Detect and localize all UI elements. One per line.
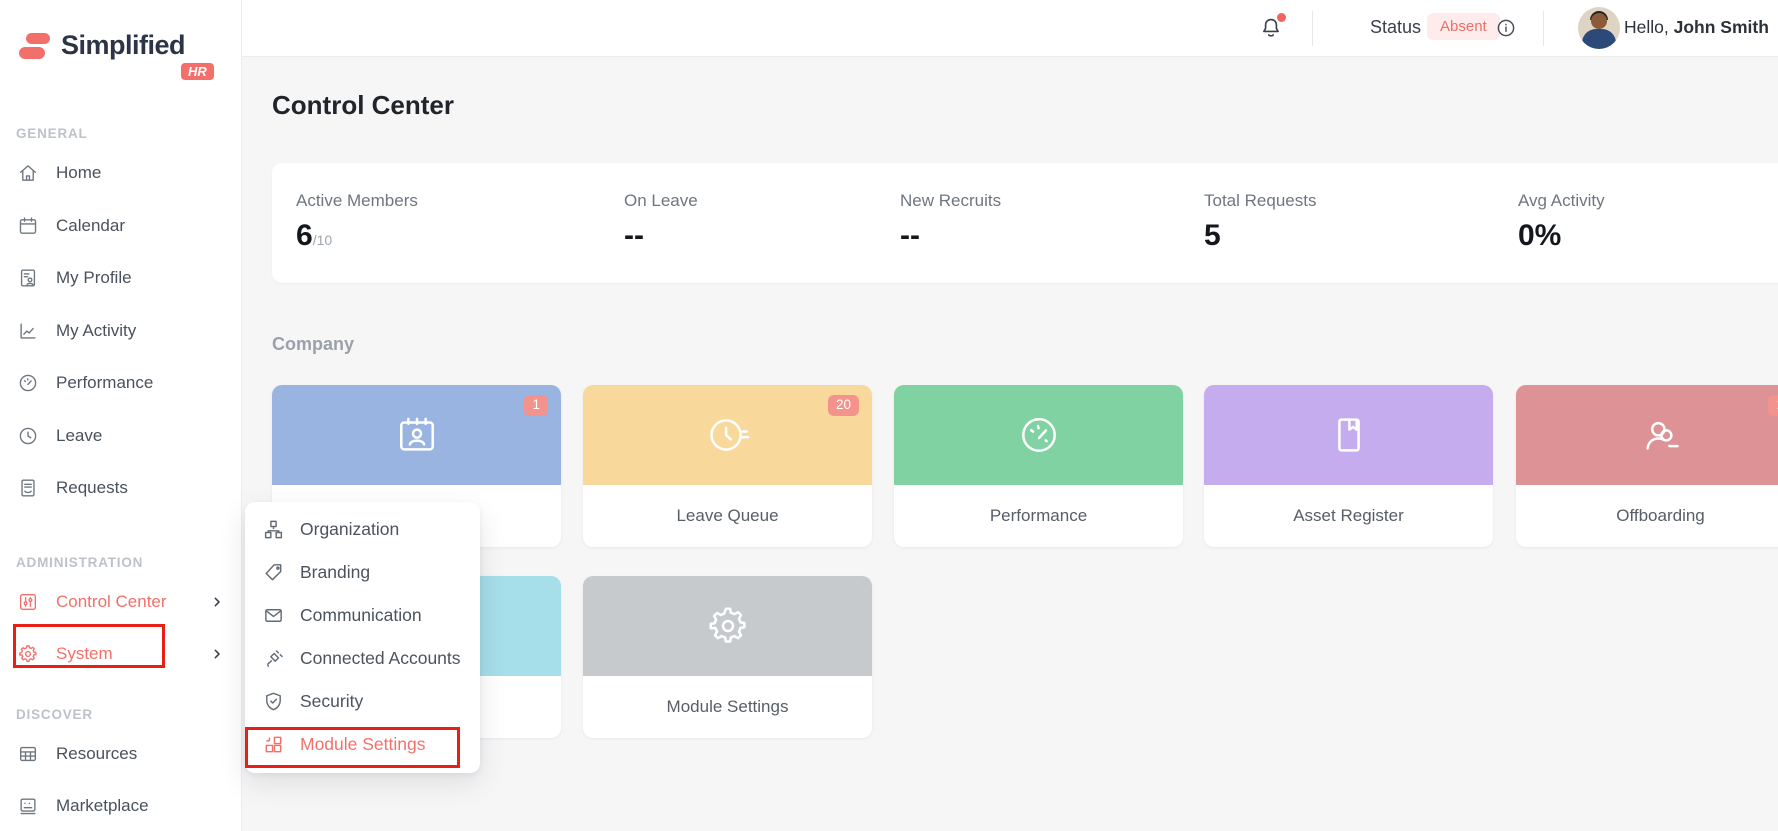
sidebar-item-calendar[interactable]: Calendar [0, 200, 241, 253]
bell-icon [1258, 15, 1288, 41]
sidebar-item-label: Leave [56, 425, 103, 445]
sliders-icon [16, 590, 40, 614]
sidebar-item-label: Marketplace [56, 796, 149, 816]
gauge-icon [16, 371, 40, 395]
sidebar-item-requests[interactable]: Requests [0, 462, 241, 515]
profile-document-icon [16, 266, 40, 290]
menu-item-branding[interactable]: Branding [245, 551, 480, 594]
avatar[interactable] [1578, 7, 1620, 49]
tile-badge: 1 [524, 395, 548, 416]
status-label: Status [1370, 17, 1422, 37]
menu-item-label: Module Settings [300, 734, 426, 754]
gear-icon [16, 642, 40, 666]
tile-label: Module Settings [666, 697, 789, 716]
user-greeting: Hello, John Smith [1624, 17, 1769, 38]
sidebar-item-leave[interactable]: Leave [0, 410, 241, 463]
tag-icon [262, 561, 285, 584]
tile-label: Asset Register [1293, 506, 1404, 525]
tile-label: Offboarding [1616, 506, 1705, 525]
company-tile-offboarding[interactable]: 1 Offboarding [1516, 385, 1778, 547]
menu-item-connected-accounts[interactable]: Connected Accounts [245, 637, 480, 680]
sidebar-item-resources[interactable]: Resources [0, 728, 241, 781]
tile-badge: 20 [827, 395, 859, 416]
home-icon [16, 161, 40, 185]
request-document-icon [16, 476, 40, 500]
chevron-right-icon [209, 646, 225, 662]
sidebar-item-label: Resources [56, 743, 138, 763]
menu-item-label: Branding [300, 562, 371, 582]
calendar-user-icon [394, 412, 440, 458]
tile-label: Performance [989, 506, 1088, 525]
menu-item-organization[interactable]: Organization [245, 508, 480, 551]
system-submenu: Organization Branding Communication Conn… [245, 502, 480, 773]
modules-icon [262, 733, 285, 756]
sidebar-item-my-profile[interactable]: My Profile [0, 252, 241, 305]
topbar: Status Absent Hello, John Smith [242, 0, 1778, 57]
sidebar-item-marketplace[interactable]: Marketplace [0, 780, 241, 831]
divider [1312, 11, 1313, 46]
company-tile-performance[interactable]: Performance [894, 385, 1183, 547]
company-tile-leave-queue[interactable]: 20 Leave Queue [583, 385, 872, 547]
book-bookmark-icon [1326, 412, 1372, 458]
menu-item-module-settings[interactable]: Module Settings [245, 723, 480, 766]
notification-dot [1277, 13, 1286, 22]
gear-icon [705, 603, 751, 649]
menu-item-security[interactable]: Security [245, 680, 480, 723]
user-name: John Smith [1673, 17, 1769, 37]
sidebar-item-label: Control Center [56, 591, 167, 611]
company-tile-asset-register[interactable]: Asset Register [1204, 385, 1493, 547]
sidebar: Simplified HR GENERAL Home Calendar My P… [0, 0, 242, 831]
logo-mark-icon [18, 31, 52, 61]
menu-item-label: Communication [300, 605, 422, 625]
app-logo[interactable]: Simplified HR [0, 0, 241, 92]
menu-item-label: Organization [300, 519, 400, 539]
envelope-icon [262, 604, 285, 627]
table-icon [16, 742, 40, 766]
storefront-icon [16, 794, 40, 818]
menu-item-communication[interactable]: Communication [245, 594, 480, 637]
hr-badge: HR [181, 63, 214, 80]
user-minus-icon [1638, 412, 1684, 458]
notifications-button[interactable] [1258, 13, 1288, 45]
greeting-text: Hello, [1624, 17, 1669, 37]
sidebar-item-system[interactable]: System [0, 628, 241, 681]
info-icon[interactable] [1495, 17, 1517, 39]
menu-item-label: Security [300, 691, 364, 711]
menu-item-label: Connected Accounts [300, 648, 461, 668]
section-header-administration: ADMINISTRATION [16, 554, 144, 570]
sidebar-item-label: Performance [56, 373, 154, 393]
clock-schedule-icon [705, 412, 751, 458]
sidebar-item-label: My Profile [56, 268, 132, 288]
divider [1543, 11, 1544, 46]
section-header-general: GENERAL [16, 126, 88, 141]
sidebar-item-control-center[interactable]: Control Center [0, 576, 241, 629]
sidebar-item-label: Calendar [56, 215, 125, 235]
calendar-icon [16, 214, 40, 238]
page-title: Control Center [272, 90, 454, 120]
gauge-icon [1016, 412, 1062, 458]
company-section-title: Company [272, 334, 355, 354]
sidebar-item-my-activity[interactable]: My Activity [0, 305, 241, 358]
status-badge[interactable]: Absent [1427, 13, 1500, 40]
section-header-discover: DISCOVER [16, 706, 93, 722]
stats-card: Active Members 6/10 On Leave -- New Recr… [272, 163, 1778, 283]
brand-name: Simplified [61, 30, 186, 60]
sidebar-item-performance[interactable]: Performance [0, 357, 241, 410]
sidebar-item-label: My Activity [56, 320, 137, 340]
clock-icon [16, 424, 40, 448]
sidebar-item-label: System [56, 644, 113, 664]
sidebar-item-label: Home [56, 163, 102, 183]
stat-value: 6 [296, 219, 313, 252]
stat-suffix: /10 [312, 232, 333, 248]
shield-check-icon [262, 690, 285, 713]
tile-badge: 1 [1768, 395, 1778, 416]
sidebar-item-home[interactable]: Home [0, 147, 241, 200]
sitemap-icon [262, 518, 285, 541]
plug-icon [262, 647, 285, 670]
activity-chart-icon [16, 319, 40, 343]
tile-label: Leave Queue [676, 506, 779, 525]
sidebar-item-label: Requests [56, 478, 128, 498]
company-tile-module-settings[interactable]: Module Settings [583, 576, 872, 738]
chevron-right-icon [209, 594, 225, 610]
